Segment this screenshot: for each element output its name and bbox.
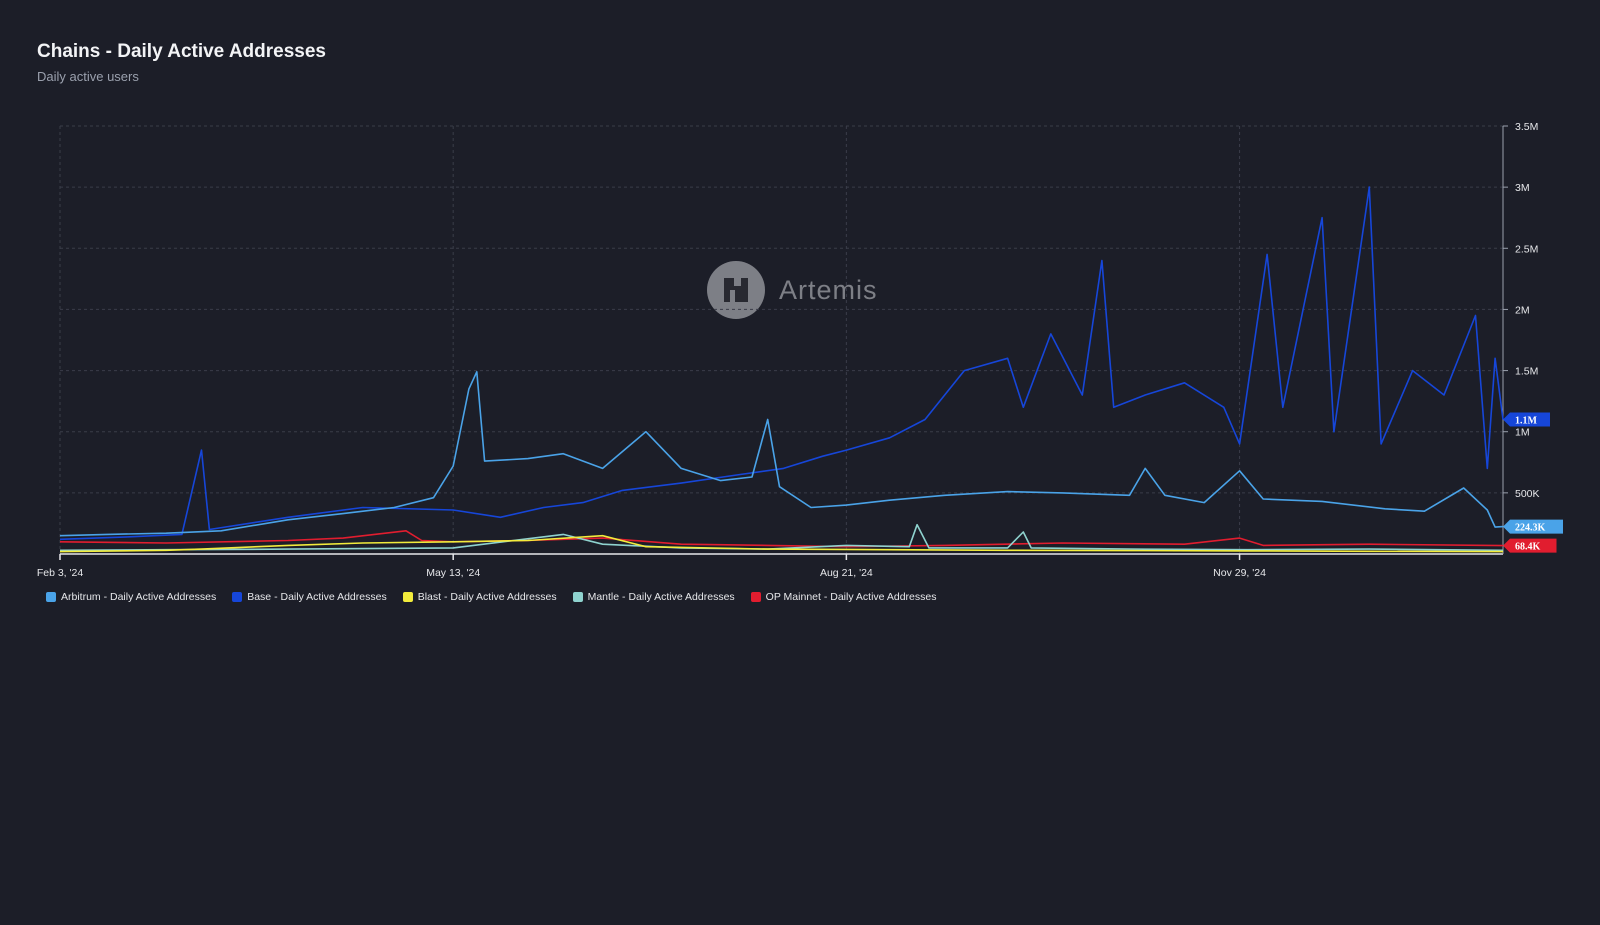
legend-swatch — [750, 592, 761, 602]
legend-item[interactable]: Base - Daily Active Addresses — [232, 591, 387, 603]
series-line-op-mainnet — [59, 529, 1504, 548]
legend-item[interactable]: Blast - Daily Active Addresses — [402, 591, 557, 603]
legend-label: OP Mainnet - Daily Active Addresses — [765, 591, 937, 603]
y-tick-label: 500K — [1515, 488, 1540, 500]
y-tick-label: 2.5M — [1515, 243, 1538, 255]
x-tick-label: Feb 3, '24 — [37, 567, 84, 579]
legend-label: Mantle - Daily Active Addresses — [587, 591, 735, 603]
y-tick-label: 2M — [1515, 304, 1530, 316]
x-tick-label: May 13, '24 — [426, 567, 480, 579]
series-line-base — [59, 186, 1504, 541]
legend-item[interactable]: OP Mainnet - Daily Active Addresses — [750, 591, 937, 603]
x-tick-label: Aug 21, '24 — [820, 567, 873, 579]
series-line-blast — [59, 534, 1504, 553]
watermark-text: Artemis — [779, 274, 878, 305]
legend-swatch — [572, 592, 583, 602]
last-value-label: 224.3K — [1515, 523, 1546, 534]
legend-label: Base - Daily Active Addresses — [247, 591, 387, 603]
last-value-flag — [1503, 519, 1563, 534]
last-value-flag — [1503, 538, 1557, 553]
legend-label: Blast - Daily Active Addresses — [417, 591, 557, 603]
legend-swatch — [402, 592, 413, 602]
chart-subtitle: Daily active users — [37, 69, 139, 84]
y-tick-label: 1.5M — [1515, 366, 1538, 378]
x-tick-label: Nov 29, '24 — [1213, 567, 1266, 579]
chart-title: Chains - Daily Active Addresses — [37, 41, 326, 62]
last-value-label: 1.1M — [1515, 415, 1538, 426]
last-value-flag — [1503, 412, 1550, 427]
chart-legend: Arbitrum - Daily Active Addresses Base - … — [46, 591, 936, 603]
legend-item[interactable]: Mantle - Daily Active Addresses — [572, 591, 735, 603]
legend-label: Arbitrum - Daily Active Addresses — [61, 591, 217, 603]
series-line-arbitrum — [59, 370, 1504, 537]
legend-swatch — [232, 592, 243, 602]
y-tick-label: 1M — [1515, 427, 1530, 439]
legend-item[interactable]: Arbitrum - Daily Active Addresses — [46, 591, 216, 603]
legend-swatch — [46, 592, 56, 602]
y-tick-label: 3M — [1515, 182, 1530, 194]
series-line-mantle — [59, 523, 1504, 552]
y-tick-label: 3.5M — [1515, 121, 1538, 133]
last-value-label: 68.4K — [1515, 542, 1541, 553]
